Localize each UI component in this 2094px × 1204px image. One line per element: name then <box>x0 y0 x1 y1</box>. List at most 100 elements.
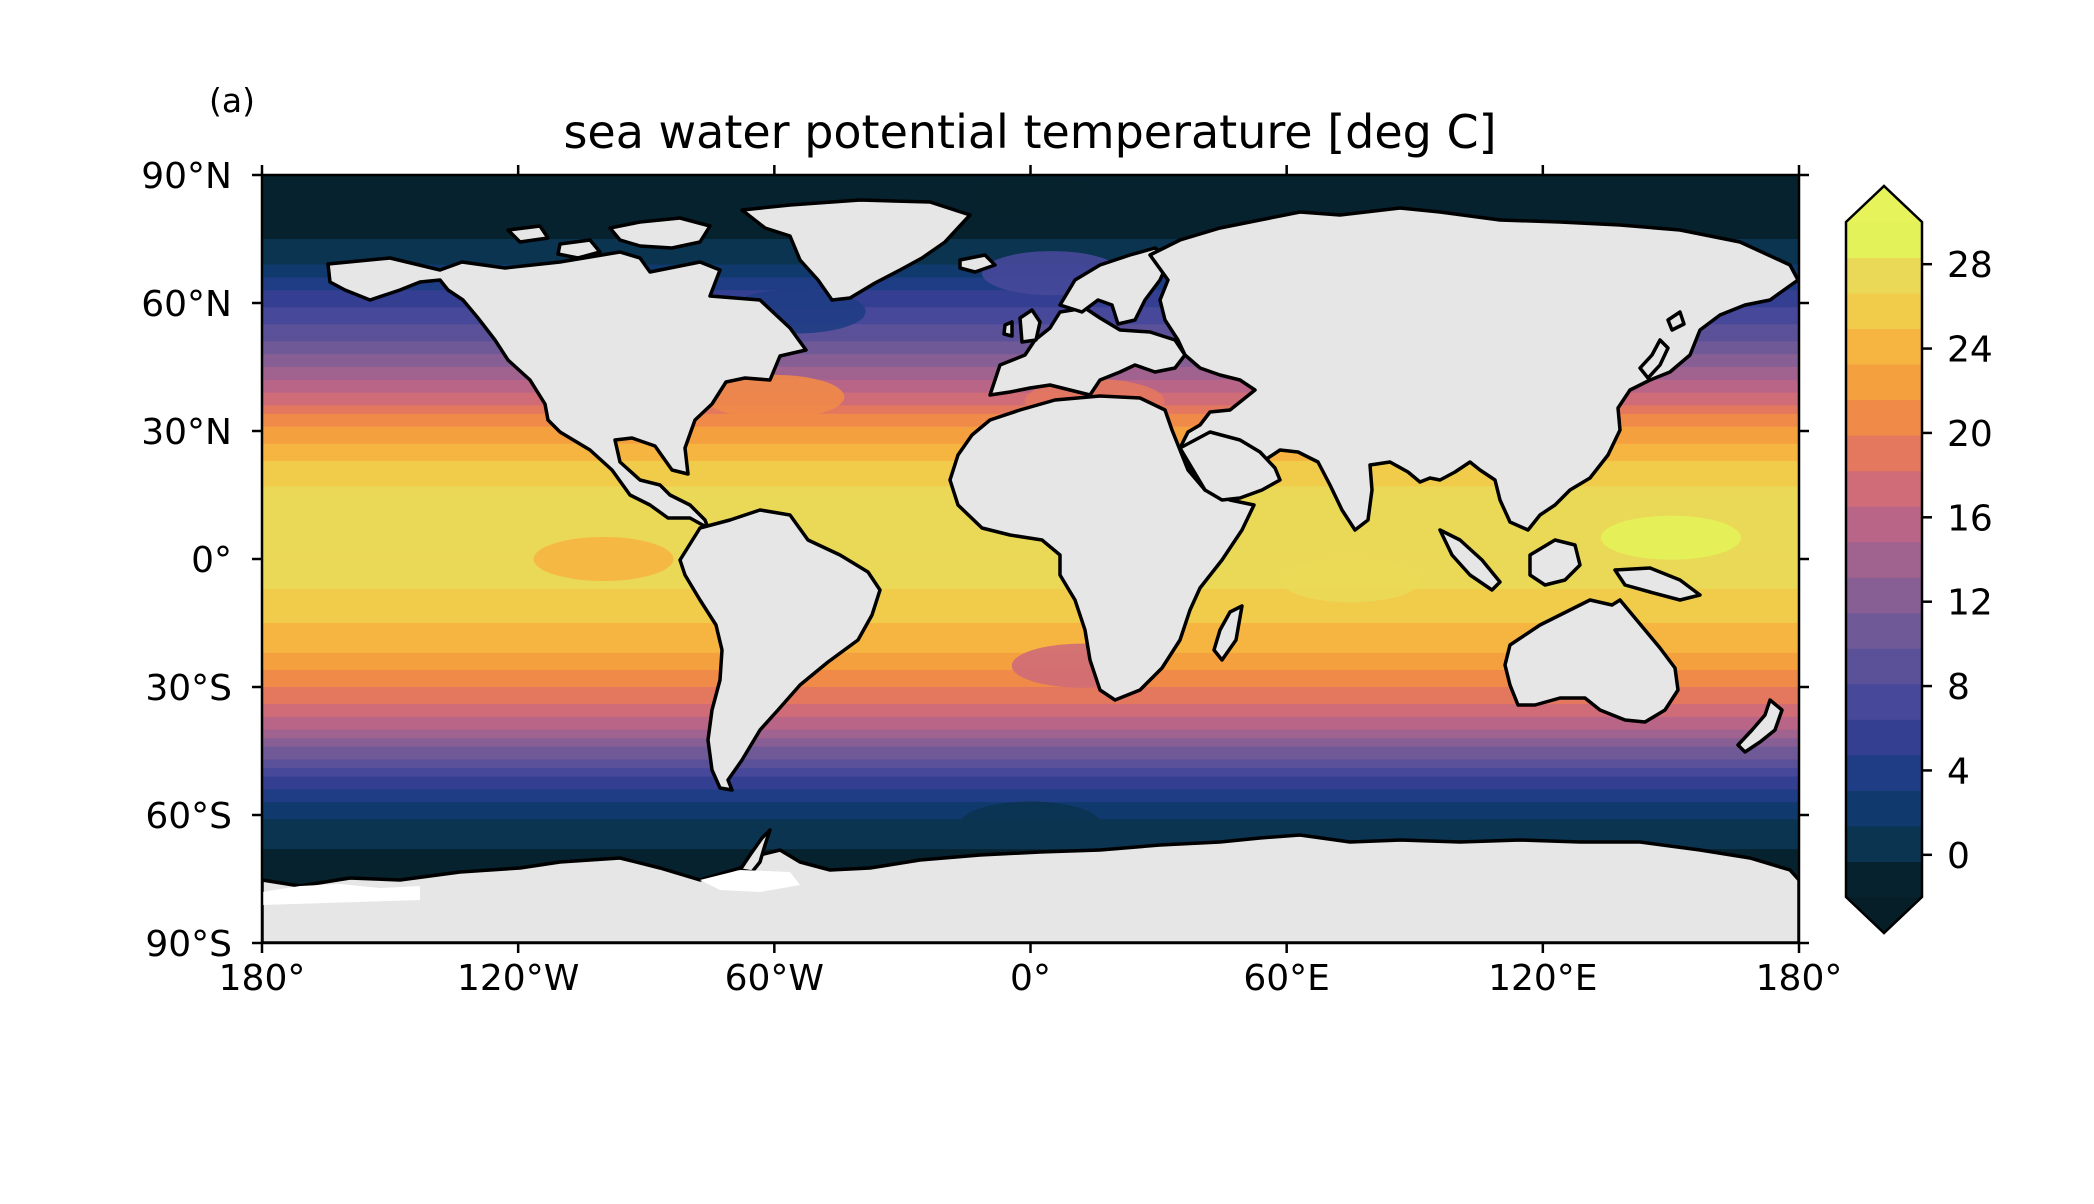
temperature-band <box>262 691 1799 697</box>
borneo-landmass <box>1528 538 1582 587</box>
colorbar-tick-label: 12 <box>1947 583 1993 624</box>
temperature-band <box>262 593 1799 598</box>
temperature-band <box>262 623 1799 628</box>
temperature-band <box>262 755 1799 761</box>
colorbar-level <box>1846 754 1922 791</box>
temperature-band <box>262 768 1799 773</box>
colorbar-tick-label: 20 <box>1947 414 1993 455</box>
temperature-band <box>262 738 1799 744</box>
colorbar-level <box>1846 470 1922 507</box>
temperature-band <box>262 243 1799 249</box>
colorbar-level <box>1846 364 1922 401</box>
colorbar-tick-label: 8 <box>1947 667 1970 708</box>
australia-landmass <box>1503 598 1680 724</box>
colorbar-level <box>1846 683 1922 720</box>
colorbar-level <box>1846 577 1922 614</box>
antarctic-peninsula <box>738 828 772 874</box>
temperature-band <box>262 716 1799 722</box>
temperature-band <box>262 687 1799 692</box>
temperature-band <box>262 793 1799 799</box>
colorbar-level <box>1846 790 1922 827</box>
temperature-band <box>262 388 1799 394</box>
temperature-band <box>262 678 1799 684</box>
colorbar-extend-over <box>1846 186 1922 222</box>
region-patch <box>704 374 845 419</box>
temperature-band <box>262 708 1799 714</box>
colorbar-level <box>1846 257 1922 294</box>
colorbar-tick-label: 16 <box>1947 498 1993 539</box>
temperature-band <box>262 746 1799 752</box>
scandinavia-landmass <box>1058 246 1172 326</box>
y-tick-label: 90°S <box>145 924 232 965</box>
temperature-band <box>262 682 1799 688</box>
colorbar: 0 4 8 12 16 20 24 28 <box>1844 184 1993 935</box>
panel-label: (a) <box>209 81 255 120</box>
new-zealand-landmass <box>1736 698 1784 754</box>
british-isles <box>1002 308 1042 344</box>
colorbar-level <box>1846 435 1922 472</box>
temperature-band <box>262 640 1799 645</box>
temperature-band <box>262 571 1799 577</box>
temperature-band <box>262 584 1799 590</box>
eurasia-landmass <box>1148 206 1799 532</box>
temperature-band <box>262 546 1799 552</box>
y-tick-label: 90°N <box>141 156 232 197</box>
temperature-band <box>262 759 1799 765</box>
x-tick-label: 120°W <box>457 958 579 999</box>
x-tick-label: 60°E <box>1243 958 1330 999</box>
temperature-band <box>262 776 1799 782</box>
colorbar-extend-under <box>1846 897 1922 933</box>
x-tick-label: 120°E <box>1488 958 1597 999</box>
south-america-landmass <box>678 508 882 792</box>
colorbar-level <box>1846 328 1922 365</box>
region-patch <box>1600 515 1741 560</box>
temperature-band <box>262 704 1799 709</box>
temperature-band <box>262 294 1799 300</box>
temperature-band <box>262 239 1799 244</box>
colorbar-outline <box>1844 184 1924 935</box>
colorbar-level <box>1846 506 1922 543</box>
temperature-band <box>262 627 1799 633</box>
colorbar-tick-label: 4 <box>1947 751 1970 792</box>
chart-title: sea water potential temperature [deg C] <box>563 105 1496 159</box>
temperature-band <box>262 712 1799 718</box>
ross-ice-shelf <box>262 884 420 905</box>
temperature-band <box>262 699 1799 705</box>
temperature-band <box>262 733 1799 739</box>
region-patch <box>960 801 1101 846</box>
temperature-band <box>262 635 1799 641</box>
y-axis: 90°N 60°N 30°N 0° 30°S 60°S 90°S <box>141 156 1809 965</box>
greenland-landmass <box>740 198 972 302</box>
temperature-band <box>262 298 1799 304</box>
x-tick-label: 180° <box>219 958 306 999</box>
temperature-band <box>262 742 1799 748</box>
colorbar-level <box>1846 648 1922 685</box>
temperature-band <box>262 217 1799 223</box>
temperature-band <box>262 541 1799 547</box>
temperature-band <box>262 588 1799 594</box>
ice-shelves <box>262 870 800 905</box>
canadian-archipelago <box>506 216 712 260</box>
colorbar-level <box>1846 399 1922 436</box>
colorbar-level <box>1846 861 1922 898</box>
temperature-band <box>262 614 1799 620</box>
temperature-band <box>262 550 1799 556</box>
temperature-band <box>262 785 1799 790</box>
temperature-band <box>262 303 1799 308</box>
colorbar-level <box>1846 825 1922 862</box>
temperature-band <box>262 554 1799 560</box>
temperature-band <box>262 567 1799 573</box>
temperature-band <box>262 789 1799 795</box>
colorbar-level <box>1846 541 1922 578</box>
y-tick-label: 30°N <box>141 412 232 453</box>
africa-landmass <box>948 394 1256 702</box>
arabian-peninsula <box>1178 430 1282 502</box>
ronne-ice-shelf <box>700 870 800 892</box>
y-tick-label: 60°S <box>145 796 232 837</box>
region-patch <box>1280 558 1421 603</box>
colorbar-level <box>1846 612 1922 649</box>
temperature-band <box>262 247 1799 253</box>
y-tick-label: 30°S <box>145 668 232 709</box>
temperature-band <box>262 725 1799 731</box>
